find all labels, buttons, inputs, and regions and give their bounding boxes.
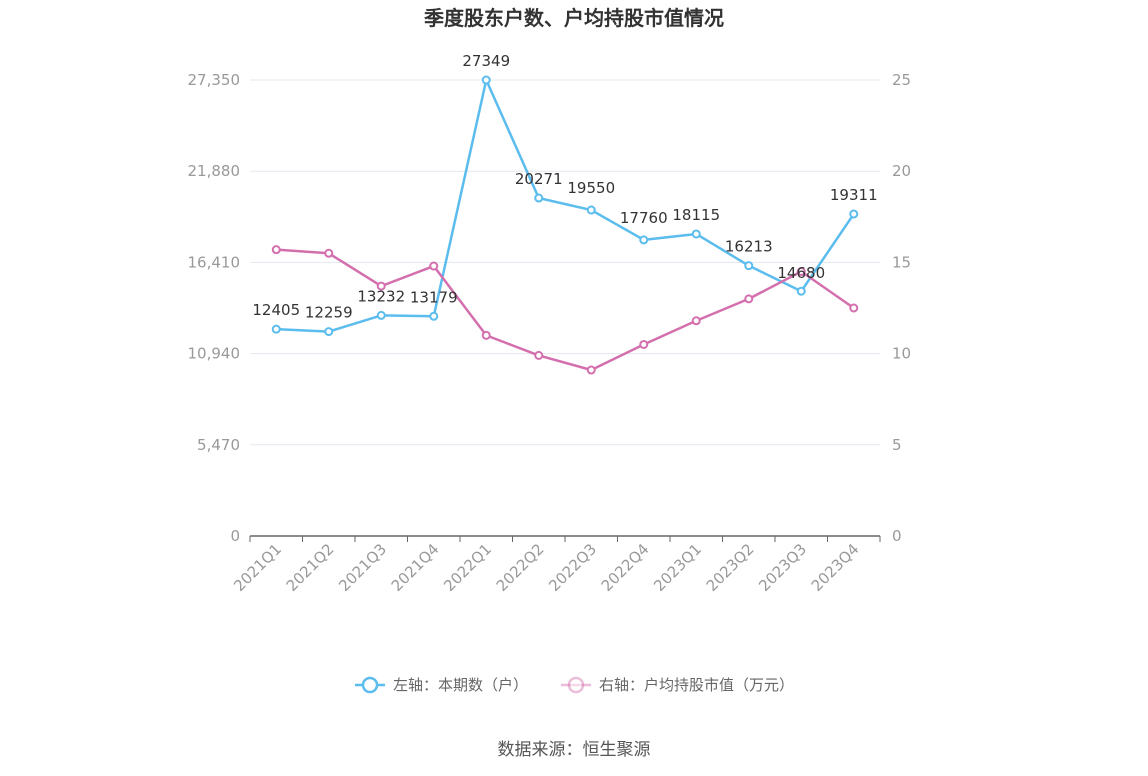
series-1-point xyxy=(429,311,439,321)
series-1-point xyxy=(534,193,544,203)
legend-item-1[interactable]: 左轴：本期数（户） xyxy=(355,676,528,694)
x-tick-label: 2022Q1 xyxy=(440,540,495,595)
x-tick-label: 2021Q3 xyxy=(335,540,390,595)
left-tick-label: 16,410 xyxy=(188,253,241,271)
data-label: 12259 xyxy=(305,304,353,322)
x-tick-label: 2022Q4 xyxy=(598,540,653,595)
series-1-point xyxy=(586,205,596,215)
right-axis: 0 5 10 15 20 25 xyxy=(892,71,911,545)
series-2-point xyxy=(481,330,491,340)
x-tick-label: 2023Q2 xyxy=(703,540,758,595)
series-2-point xyxy=(324,248,334,258)
x-tick-label: 2023Q3 xyxy=(755,540,810,595)
legend-item-2[interactable]: 右轴：户均持股市值（万元） xyxy=(561,676,794,694)
grid xyxy=(250,79,880,446)
series-1-point xyxy=(481,75,491,85)
legend-label: 左轴：本期数（户） xyxy=(393,676,528,694)
series-1-point xyxy=(376,310,386,320)
left-tick-label: 27,350 xyxy=(188,71,241,89)
series-line-1 xyxy=(276,78,855,333)
x-tick-label: 2022Q2 xyxy=(493,540,548,595)
legend-label: 右轴：户均持股市值（万元） xyxy=(599,676,794,694)
left-tick-label: 0 xyxy=(230,527,240,545)
series-2-point xyxy=(376,281,386,291)
left-tick-label: 21,880 xyxy=(188,162,241,180)
series-1-point xyxy=(744,261,754,271)
right-tick-label: 5 xyxy=(892,436,902,454)
data-label: 19550 xyxy=(567,179,615,197)
legend-marker xyxy=(567,676,585,694)
source-note: 数据来源：恒生聚源 xyxy=(498,740,651,760)
data-label: 20271 xyxy=(515,170,563,188)
data-label: 13179 xyxy=(410,288,458,306)
series-line-2 xyxy=(276,248,855,372)
left-axis: 0 5,470 10,940 16,410 21,880 27,350 xyxy=(188,71,241,545)
data-label: 18115 xyxy=(672,206,720,224)
data-label: 17760 xyxy=(620,209,668,227)
series-1-point xyxy=(271,324,281,334)
series-1-point xyxy=(849,209,859,219)
chart-title: 季度股东户数、户均持股市值情况 xyxy=(423,6,724,30)
right-tick-label: 20 xyxy=(892,162,911,180)
series-1-point xyxy=(639,235,649,245)
data-label: 19311 xyxy=(830,186,878,204)
legend[interactable]: 左轴：本期数（户） 右轴：户均持股市值（万元） xyxy=(355,676,794,694)
right-tick-label: 25 xyxy=(892,71,911,89)
data-label: 12405 xyxy=(252,301,300,319)
data-label: 27349 xyxy=(462,52,510,70)
right-tick-label: 0 xyxy=(892,527,902,545)
series-1-point xyxy=(324,327,334,337)
right-tick-label: 10 xyxy=(892,345,911,363)
series-2-point xyxy=(691,316,701,326)
right-tick-label: 15 xyxy=(892,253,911,271)
series-2-point xyxy=(849,303,859,313)
series-1-point xyxy=(691,229,701,239)
left-tick-label: 5,470 xyxy=(197,436,240,454)
series-2-point xyxy=(796,267,806,277)
x-axis: 2021Q12021Q22021Q32021Q42022Q12022Q22022… xyxy=(230,535,881,595)
series-2-point xyxy=(534,350,544,360)
data-label: 16213 xyxy=(725,238,773,256)
x-tick-label: 2023Q1 xyxy=(650,540,705,595)
x-tick-label: 2021Q4 xyxy=(388,540,443,595)
series-lines xyxy=(271,75,859,375)
series-2-point xyxy=(586,365,596,375)
series-2-point xyxy=(429,261,439,271)
series-2-point xyxy=(639,339,649,349)
left-tick-label: 10,940 xyxy=(188,345,241,363)
x-tick-label: 2022Q3 xyxy=(545,540,600,595)
legend-marker xyxy=(361,676,379,694)
x-tick-label: 2021Q1 xyxy=(230,540,285,595)
data-label: 14680 xyxy=(777,264,825,282)
x-tick-label: 2023Q4 xyxy=(808,540,863,595)
data-label: 13232 xyxy=(357,287,405,305)
series-2-point xyxy=(744,294,754,304)
series-1-point xyxy=(796,286,806,296)
x-tick-label: 2021Q2 xyxy=(283,540,338,595)
series-2-point xyxy=(271,245,281,255)
